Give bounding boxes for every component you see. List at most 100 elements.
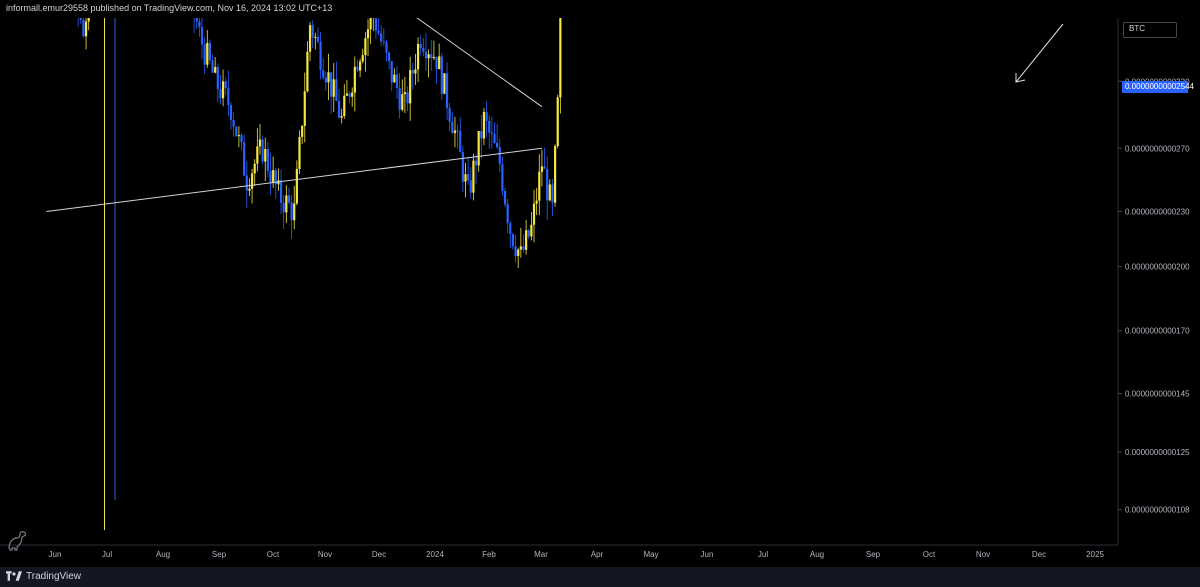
candle-body xyxy=(279,180,283,203)
candle-body xyxy=(393,74,396,83)
candle-body xyxy=(330,72,333,97)
candle-body xyxy=(274,170,277,185)
candle-body xyxy=(467,174,470,181)
time-tick-label: Jun xyxy=(701,550,714,559)
tradingview-brand[interactable]: TradingView xyxy=(6,570,81,582)
time-tick-label: Sep xyxy=(212,550,227,559)
candle-body xyxy=(445,73,449,108)
candle-body xyxy=(416,43,420,70)
candle-body xyxy=(248,188,251,191)
candle-body xyxy=(337,100,341,118)
trendline[interactable] xyxy=(105,0,543,108)
candle-body xyxy=(211,60,214,73)
time-tick-label: Nov xyxy=(318,550,332,559)
candle-body xyxy=(374,14,378,31)
candle-body xyxy=(535,200,538,204)
last-price-badge: 0.00000000002544 xyxy=(1122,81,1194,93)
candle-body xyxy=(414,69,417,74)
candle-body xyxy=(235,126,238,137)
candle-body xyxy=(485,111,488,121)
symbol-label[interactable]: BTC xyxy=(1123,22,1177,38)
price-tick-label: 0.0000000000230 xyxy=(1125,208,1190,217)
candle-body xyxy=(303,91,306,126)
candle-body xyxy=(298,136,301,169)
candle-body xyxy=(258,139,262,147)
candle-body xyxy=(427,54,430,59)
candle-body xyxy=(411,70,414,74)
trendlines xyxy=(46,0,543,213)
candle-body xyxy=(403,92,406,95)
candle-body xyxy=(440,56,443,94)
price-tick-label: 0.0000000000145 xyxy=(1125,389,1190,398)
time-tick-label: Dec xyxy=(1032,550,1046,559)
candle-body xyxy=(385,41,388,53)
tradingview-logo-icon xyxy=(6,571,22,581)
candle-body xyxy=(519,246,522,250)
dinosaur-icon[interactable] xyxy=(5,528,29,552)
candle-body xyxy=(525,230,528,250)
trendline[interactable] xyxy=(46,147,542,213)
candle-body xyxy=(480,131,483,139)
candle-body xyxy=(430,54,433,59)
candle-body xyxy=(501,164,504,191)
price-tick-label: 0.0000000000170 xyxy=(1125,327,1190,336)
time-tick-label: Mar xyxy=(534,550,548,559)
candle-body xyxy=(477,131,480,166)
candle-body xyxy=(293,203,296,221)
time-tick-label: Oct xyxy=(267,550,280,559)
candle-body xyxy=(456,130,459,132)
time-axis[interactable]: Jun Jul Aug Sep Oct Nov Dec 2024 Feb Mar Apr May Jun… xyxy=(49,550,1105,559)
candle-body xyxy=(443,73,446,94)
candle-body xyxy=(464,174,467,182)
candle-body xyxy=(482,111,486,139)
candle-body xyxy=(382,41,385,43)
candle-body xyxy=(306,51,309,92)
candle-body xyxy=(532,203,536,225)
candle-body xyxy=(229,105,233,121)
candle-body xyxy=(448,107,451,122)
candle-body xyxy=(540,166,544,172)
candle-body xyxy=(451,121,454,134)
candle-body xyxy=(295,168,298,204)
candle-body xyxy=(390,61,393,83)
brand-name: TradingView xyxy=(26,570,82,582)
candle-body xyxy=(206,42,209,65)
candle-body xyxy=(319,41,322,71)
candle-body xyxy=(250,173,254,189)
candle-body xyxy=(285,195,288,213)
candle-body xyxy=(503,190,507,205)
candle-body xyxy=(327,72,330,83)
time-tick-label: Nov xyxy=(976,550,990,559)
candle-body xyxy=(493,133,496,143)
candle-body xyxy=(264,149,267,162)
candle-body xyxy=(343,95,346,116)
candle-body xyxy=(301,125,304,137)
candle-body xyxy=(361,55,364,62)
candle-body xyxy=(345,93,349,96)
candle-body xyxy=(200,26,204,45)
candle-body xyxy=(496,142,499,148)
candle-body xyxy=(522,246,525,250)
last-price-value: 0.00000000002544 xyxy=(1125,82,1194,91)
candle-body xyxy=(380,33,383,42)
candle-body xyxy=(359,61,362,71)
candle-body xyxy=(269,170,272,183)
candle-body xyxy=(506,204,509,224)
candle-body xyxy=(308,25,312,52)
candle-body xyxy=(432,56,435,59)
candle-body xyxy=(356,66,359,71)
time-tick-label: 2024 xyxy=(426,550,444,559)
time-tick-label: Jun xyxy=(49,550,62,559)
candle-body xyxy=(538,171,541,201)
candle-body xyxy=(256,146,259,164)
candle-body xyxy=(364,38,367,56)
candle-body xyxy=(311,25,314,38)
candle-body xyxy=(287,195,291,203)
candle-body xyxy=(237,135,240,137)
candle-body xyxy=(438,56,441,70)
candle-body xyxy=(216,67,219,90)
candle-body xyxy=(240,135,243,143)
candle-body xyxy=(340,115,343,118)
candle-body xyxy=(514,246,517,256)
